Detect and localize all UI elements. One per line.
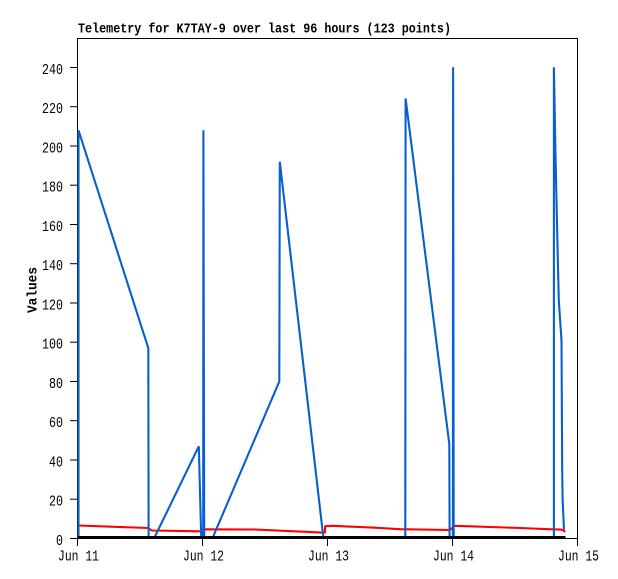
svg-text:120: 120: [42, 297, 63, 314]
svg-text:Telemetry for K7TAY-9 over las: Telemetry for K7TAY-9 over last 96 hours…: [78, 22, 451, 38]
svg-text:Jun 11: Jun 11: [58, 549, 99, 566]
svg-text:180: 180: [42, 180, 63, 197]
svg-text:100: 100: [42, 337, 63, 354]
svg-text:240: 240: [42, 62, 63, 79]
svg-text:140: 140: [42, 258, 63, 275]
svg-text:200: 200: [42, 140, 63, 157]
svg-text:Jun 13: Jun 13: [308, 549, 349, 566]
svg-text:0: 0: [56, 533, 63, 550]
svg-text:60: 60: [49, 415, 63, 432]
svg-text:80: 80: [49, 376, 63, 393]
svg-text:Jun 12: Jun 12: [183, 549, 224, 566]
svg-text:40: 40: [49, 454, 63, 471]
svg-text:20: 20: [49, 494, 63, 511]
svg-text:160: 160: [42, 219, 63, 236]
svg-text:Values: Values: [26, 267, 42, 313]
svg-text:220: 220: [42, 101, 63, 118]
svg-text:Jun 14: Jun 14: [433, 549, 474, 566]
svg-text:Jun 15: Jun 15: [558, 549, 599, 566]
